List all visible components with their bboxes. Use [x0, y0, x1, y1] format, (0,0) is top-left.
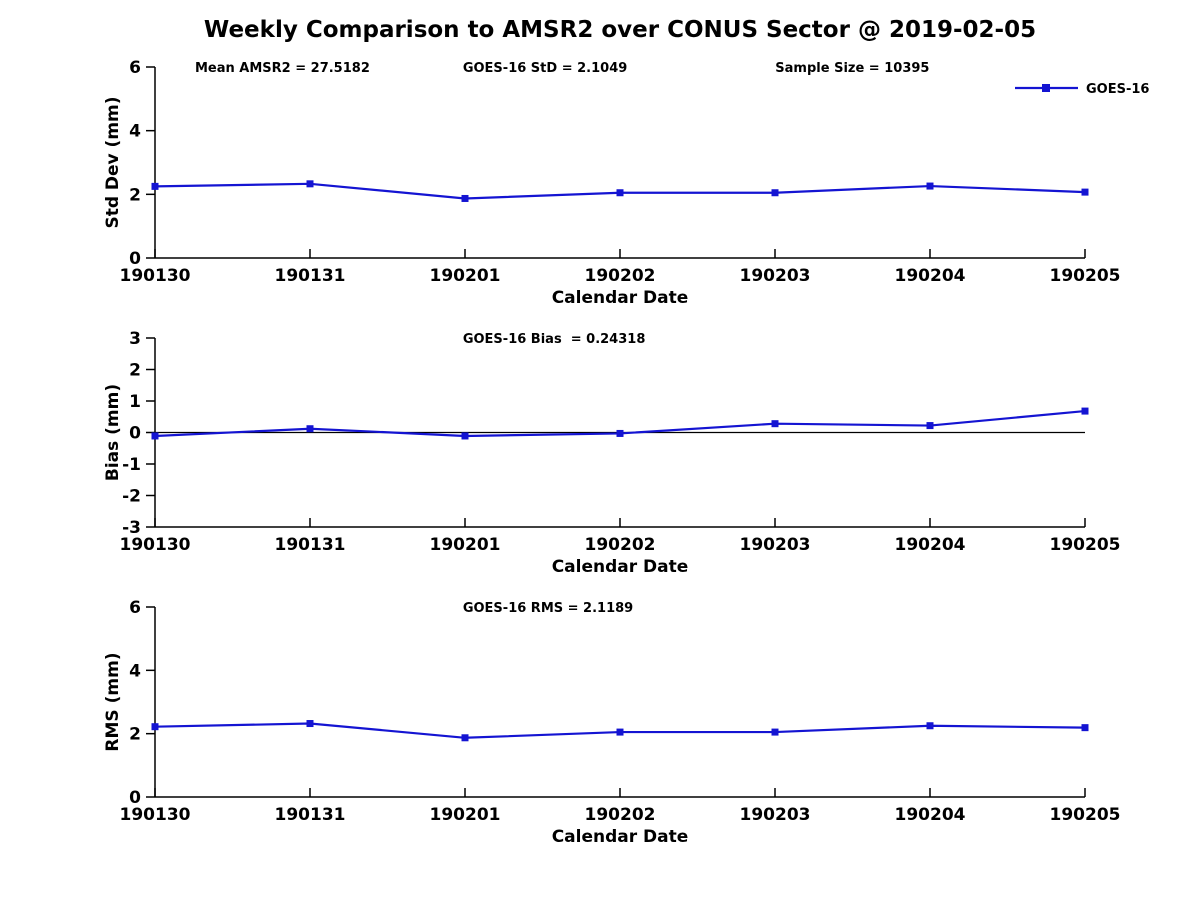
- annotation-text: GOES-16 StD = 2.1049: [463, 61, 627, 76]
- annotation-text: Mean AMSR2 = 27.5182: [195, 61, 370, 76]
- x-tick-label: 190201: [430, 805, 501, 825]
- data-point-marker: [306, 180, 314, 188]
- x-tick-label: 190204: [895, 266, 966, 286]
- data-point-marker: [151, 182, 159, 190]
- y-axis-title: Std Dev (mm): [103, 96, 123, 228]
- y-tick-label: 2: [129, 361, 141, 381]
- x-tick-label: 190131: [275, 266, 346, 286]
- y-tick-label: 1: [129, 392, 141, 412]
- y-tick-label: 6: [129, 598, 141, 618]
- legend: GOES-16: [1015, 82, 1149, 97]
- y-axis-title: Bias (mm): [103, 384, 123, 481]
- data-point-marker: [151, 723, 159, 731]
- x-tick-label: 190203: [740, 535, 811, 555]
- y-tick-label: 0: [129, 424, 141, 444]
- y-tick-label: 0: [129, 249, 141, 269]
- y-tick-label: 2: [129, 725, 141, 745]
- data-point-marker: [616, 429, 624, 437]
- y-tick-label: -1: [122, 455, 141, 475]
- data-point-marker: [461, 734, 469, 742]
- data-point-marker: [306, 425, 314, 433]
- data-point-marker: [461, 432, 469, 440]
- annotation-text: GOES-16 RMS = 2.1189: [463, 601, 633, 616]
- subplot-2: -3 -2 -1 0 1 2 3 190130 190131 190201 190202 190203…: [103, 329, 1120, 577]
- x-axis-title: Calendar Date: [552, 557, 689, 577]
- legend-label: GOES-16: [1086, 82, 1149, 97]
- x-tick-label: 190204: [895, 805, 966, 825]
- subplot-3: 0 2 4 6 190130 190131 190201 190202 190203 190204…: [103, 598, 1120, 847]
- figure-title: Weekly Comparison to AMSR2 over CONUS Se…: [203, 17, 1037, 43]
- x-tick-label: 190201: [430, 535, 501, 555]
- data-point-marker: [1081, 188, 1089, 196]
- data-point-marker: [461, 194, 469, 202]
- y-tick-label: 2: [129, 185, 141, 205]
- x-tick-label: 190202: [585, 535, 656, 555]
- x-tick-label: 190204: [895, 535, 966, 555]
- data-point-marker: [926, 182, 934, 190]
- x-axis-title: Calendar Date: [552, 288, 689, 308]
- x-tick-label: 190205: [1050, 266, 1121, 286]
- x-tick-label: 190130: [120, 535, 191, 555]
- x-tick-label: 190131: [275, 535, 346, 555]
- y-axis-title: RMS (mm): [103, 652, 123, 751]
- y-tick-label: -3: [122, 518, 141, 538]
- data-point-marker: [616, 728, 624, 736]
- y-tick-label: 0: [129, 788, 141, 808]
- subplot-1: 0 2 4 6 190130 190131 190201 190202 190203 190204…: [103, 58, 1149, 308]
- x-tick-label: 190130: [120, 266, 191, 286]
- annotation-text: GOES-16 Bias = 0.24318: [463, 332, 646, 347]
- x-tick-label: 190205: [1050, 805, 1121, 825]
- data-point-marker: [1081, 724, 1089, 732]
- data-point-marker: [771, 189, 779, 197]
- legend-marker: [1042, 84, 1050, 92]
- x-tick-label: 190202: [585, 805, 656, 825]
- data-point-marker: [771, 420, 779, 428]
- x-tick-label: 190131: [275, 805, 346, 825]
- data-point-marker: [616, 189, 624, 197]
- x-tick-label: 190203: [740, 805, 811, 825]
- y-tick-label: 4: [129, 661, 141, 681]
- x-tick-label: 190203: [740, 266, 811, 286]
- x-axis-title: Calendar Date: [552, 827, 689, 847]
- data-point-marker: [151, 432, 159, 440]
- x-tick-label: 190130: [120, 805, 191, 825]
- y-tick-label: 6: [129, 58, 141, 78]
- x-tick-label: 190202: [585, 266, 656, 286]
- data-point-marker: [926, 722, 934, 730]
- y-tick-label: -2: [122, 487, 141, 507]
- x-tick-label: 190205: [1050, 535, 1121, 555]
- x-tick-label: 190201: [430, 266, 501, 286]
- data-point-marker: [306, 720, 314, 728]
- data-point-marker: [926, 422, 934, 430]
- y-tick-label: 3: [129, 329, 141, 349]
- data-point-marker: [1081, 407, 1089, 415]
- y-tick-label: 4: [129, 122, 141, 142]
- annotation-text: Sample Size = 10395: [775, 61, 929, 76]
- data-point-marker: [771, 728, 779, 736]
